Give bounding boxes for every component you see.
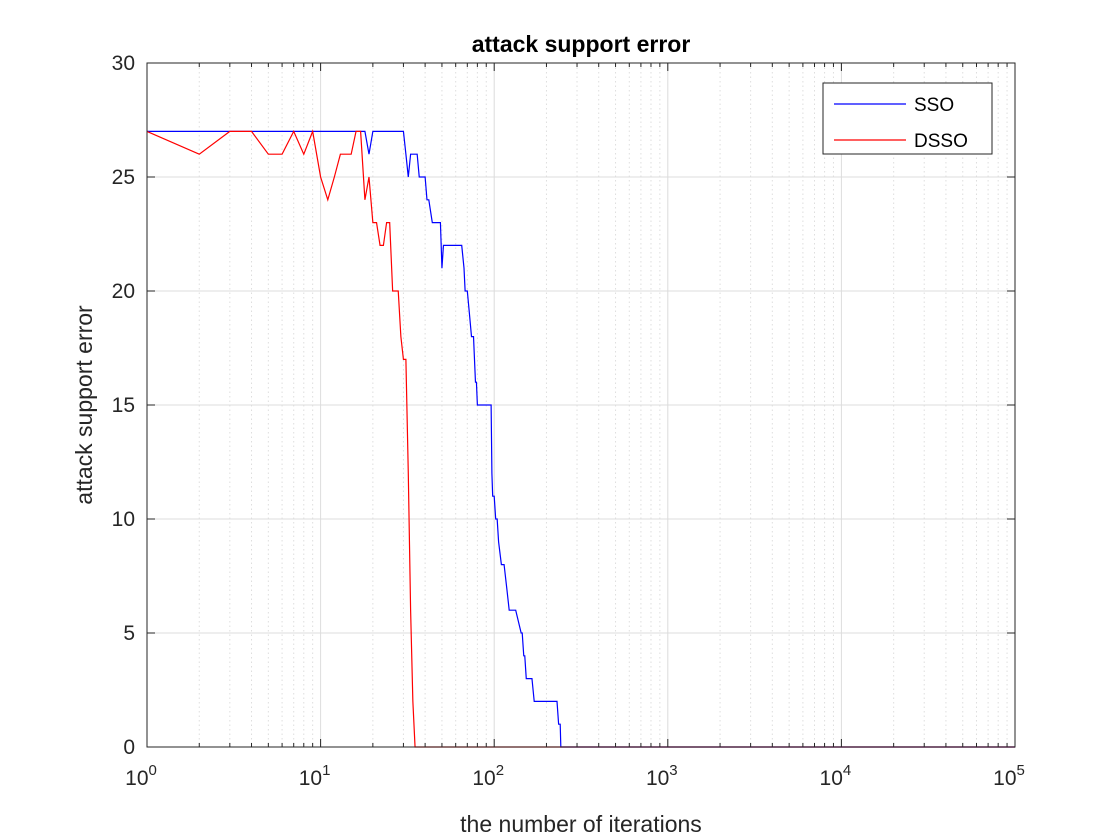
y-tick-label: 20 <box>112 280 135 303</box>
x-axis-label: the number of iterations <box>460 811 702 837</box>
series-line-dsso <box>146 129 1015 748</box>
series-line-sso <box>147 130 1015 748</box>
x-tick-label: 102 <box>472 762 504 790</box>
grid <box>147 63 1015 747</box>
y-tick-label: 10 <box>112 508 135 531</box>
tick-labels: 100 101 102 103 104 105 0 5 10 15 20 25 30 <box>112 52 1025 790</box>
legend: SSO DSSO <box>822 82 993 155</box>
x-tick-label: 101 <box>299 762 331 790</box>
series-layer <box>146 129 1015 748</box>
x-tick-label: 100 <box>125 762 157 790</box>
ticks <box>146 62 1016 748</box>
x-tick-label: 103 <box>646 762 678 790</box>
y-tick-label: 5 <box>123 622 135 645</box>
legend-label-dsso: DSSO <box>914 131 968 152</box>
legend-box <box>822 82 993 155</box>
y-tick-label: 30 <box>112 52 135 75</box>
x-tick-label: 105 <box>993 762 1025 790</box>
y-tick-label: 15 <box>112 394 135 417</box>
x-tick-label: 104 <box>820 762 852 790</box>
y-tick-label: 0 <box>123 736 135 759</box>
chart-title: attack support error <box>472 31 691 57</box>
y-axis-label: attack support error <box>71 305 97 505</box>
legend-label-sso: SSO <box>914 95 954 116</box>
y-tick-label: 25 <box>112 166 135 189</box>
